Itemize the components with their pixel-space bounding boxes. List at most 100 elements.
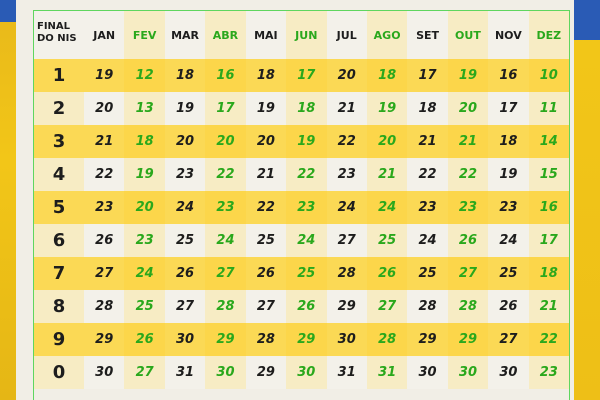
payment-day-cell: 16 <box>528 191 569 224</box>
nis-final-1: 1 <box>34 59 84 92</box>
payment-day-cell: 28 <box>84 290 125 323</box>
payment-day-cell: 29 <box>205 323 246 356</box>
payment-day-cell: 21 <box>447 125 489 158</box>
payment-day-cell: 22 <box>407 158 448 191</box>
nis-final-9: 9 <box>34 323 84 356</box>
payment-day-cell: 25 <box>488 257 529 290</box>
payment-day-cell: 24 <box>488 224 529 257</box>
nis-final-4: 4 <box>34 158 84 191</box>
payment-day-cell: 22 <box>528 323 569 356</box>
do-label: DO <box>37 33 58 44</box>
payment-day-cell: 29 <box>286 323 327 356</box>
payment-day-cell: 18 <box>488 125 529 158</box>
payment-day-cell: 26 <box>447 224 489 257</box>
nis-final-0: 0 <box>34 356 84 389</box>
payment-day-cell: 28 <box>205 290 246 323</box>
payment-day-cell: 17 <box>205 92 246 125</box>
payment-day-cell: 22 <box>286 158 327 191</box>
payment-day-cell: 22 <box>447 158 489 191</box>
payment-day-cell: 21 <box>366 158 408 191</box>
payment-day-cell: 26 <box>84 224 125 257</box>
payment-day-cell: 28 <box>366 323 408 356</box>
payment-day-cell: 26 <box>366 257 408 290</box>
month-header-out: OUT <box>447 11 489 59</box>
payment-day-cell: 27 <box>84 257 125 290</box>
payment-day-cell: 20 <box>84 92 125 125</box>
payment-day-cell: 25 <box>124 290 165 323</box>
payment-day-cell: 28 <box>326 257 367 290</box>
payment-day-cell: 23 <box>447 191 489 224</box>
payment-day-cell: 23 <box>528 356 569 389</box>
payment-day-cell: 29 <box>407 323 448 356</box>
nis-final-8: 8 <box>34 290 84 323</box>
payment-day-cell: 13 <box>124 92 165 125</box>
payment-day-cell: 25 <box>286 257 327 290</box>
payment-day-cell: 19 <box>84 59 125 92</box>
do-nis-label: DO NIS <box>37 33 77 45</box>
payment-day-cell: 15 <box>528 158 569 191</box>
month-header-jun: JUN <box>286 11 327 59</box>
payment-day-cell: 30 <box>488 356 529 389</box>
payment-day-cell: 30 <box>286 356 327 389</box>
payment-day-cell: 24 <box>286 224 327 257</box>
payment-day-cell: 29 <box>245 356 287 389</box>
payment-day-cell: 25 <box>407 257 448 290</box>
payment-day-cell: 29 <box>84 323 125 356</box>
payment-day-cell: 31 <box>366 356 408 389</box>
payment-day-cell: 20 <box>447 92 489 125</box>
payment-day-cell: 17 <box>407 59 448 92</box>
payment-day-cell: 24 <box>407 224 448 257</box>
month-header-dez: DEZ <box>528 11 569 59</box>
payment-day-cell: 30 <box>164 323 206 356</box>
payment-day-cell: 25 <box>164 224 206 257</box>
payment-day-cell: 27 <box>447 257 489 290</box>
payment-day-cell: 17 <box>528 224 569 257</box>
payment-day-cell: 21 <box>245 158 287 191</box>
payment-day-cell: 26 <box>488 290 529 323</box>
payment-day-cell: 22 <box>245 191 287 224</box>
payment-day-cell: 21 <box>407 125 448 158</box>
payment-day-cell: 23 <box>84 191 125 224</box>
payment-day-cell: 19 <box>488 158 529 191</box>
payment-day-cell: 18 <box>528 257 569 290</box>
payment-day-cell: 20 <box>124 191 165 224</box>
payment-day-cell: 23 <box>124 224 165 257</box>
nis-final-6: 6 <box>34 224 84 257</box>
payment-day-cell: 19 <box>245 92 287 125</box>
payment-day-cell: 11 <box>528 92 569 125</box>
payment-day-cell: 27 <box>124 356 165 389</box>
decorative-border-right <box>574 0 600 400</box>
final-label: FINAL <box>37 21 71 32</box>
payment-day-cell: 19 <box>366 92 408 125</box>
payment-day-cell: 25 <box>366 224 408 257</box>
payment-day-cell: 26 <box>164 257 206 290</box>
nis-final-5: 5 <box>34 191 84 224</box>
payment-day-cell: 22 <box>84 158 125 191</box>
month-header-fev: FEV <box>124 11 165 59</box>
decorative-border-left <box>0 0 16 400</box>
payment-day-cell: 31 <box>164 356 206 389</box>
payment-day-cell: 16 <box>205 59 246 92</box>
payment-day-cell: 21 <box>84 125 125 158</box>
payment-day-cell: 31 <box>326 356 367 389</box>
month-header-set: SET <box>407 11 448 59</box>
payment-day-cell: 27 <box>488 323 529 356</box>
month-header-abr: ABR <box>205 11 246 59</box>
payment-day-cell: 28 <box>447 290 489 323</box>
payment-day-cell: 17 <box>488 92 529 125</box>
payment-day-cell: 12 <box>124 59 165 92</box>
payment-day-cell: 27 <box>205 257 246 290</box>
payment-day-cell: 25 <box>245 224 287 257</box>
payment-day-cell: 23 <box>488 191 529 224</box>
payment-calendar-table: FINAL DO NIS JAN FEV MAR ABR MAI JUN JUL AGO SET… <box>33 10 570 400</box>
payment-day-cell: 30 <box>326 323 367 356</box>
payment-day-cell: 20 <box>245 125 287 158</box>
payment-day-cell: 17 <box>286 59 327 92</box>
payment-day-cell: 30 <box>447 356 489 389</box>
payment-day-cell: 24 <box>366 191 408 224</box>
month-header-ago: AGO <box>366 11 408 59</box>
payment-day-cell: 10 <box>528 59 569 92</box>
payment-day-cell: 28 <box>245 323 287 356</box>
payment-day-cell: 29 <box>326 290 367 323</box>
payment-day-cell: 22 <box>326 125 367 158</box>
